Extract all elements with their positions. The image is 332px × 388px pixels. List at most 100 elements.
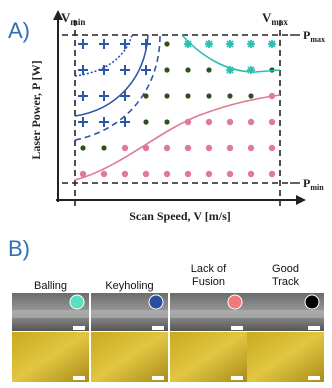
track [170,310,247,318]
v-max-label: Vmax [262,10,288,27]
pink-marker [268,118,276,126]
column-title: Lack of [191,263,227,275]
pink-marker [226,118,234,126]
p-max-label: Pmax [303,28,325,44]
track [91,310,168,318]
class-dot [304,294,320,310]
x-axis-label: Scan Speed, V [m/s] [129,209,231,223]
pink-marker [100,170,108,178]
column-title: Keyholing [105,280,153,292]
scale-bar [308,326,320,330]
symbol: V [262,10,272,25]
plus-marker [120,117,130,127]
keyhole-boundary-dashed [74,34,161,141]
column-title: Track [272,276,300,288]
subscript: min [310,183,324,192]
plus-marker [99,65,109,75]
column-title: Balling [34,280,67,292]
pink-marker [184,170,192,178]
plus-marker [99,39,109,49]
keyhole-boundary-dotted [74,34,133,77]
class-dot [227,294,243,310]
symbol: V [61,10,71,25]
plus-marker [99,117,109,127]
optical-image [170,332,247,382]
green-marker [164,93,170,99]
scale-bar [308,376,320,380]
star-marker [247,40,255,48]
pink-marker [79,170,87,178]
green-marker [143,119,149,125]
panel-label: A) [8,18,30,43]
pink-marker [163,144,171,152]
track [247,310,324,318]
optical-image [91,332,168,382]
pink-marker [268,170,276,178]
green-marker [143,93,149,99]
symbol: P [303,28,310,42]
symbol: P [303,176,310,190]
keyhole-boundary [74,34,149,117]
column-title: Good [272,263,299,275]
plus-marker [99,91,109,101]
panel-label: B) [8,236,30,261]
green-marker [185,67,191,73]
star-marker [226,40,234,48]
star-marker [184,40,192,48]
green-marker [185,93,191,99]
track [12,310,89,318]
star-marker [226,66,234,74]
scale-bar [152,326,164,330]
optical-image [247,332,324,382]
green-marker [227,93,233,99]
class-dot [148,294,164,310]
plus-marker [141,65,151,75]
pink-marker [163,170,171,178]
pink-marker [247,118,255,126]
x-arrow [296,195,306,205]
v-min-label: Vmin [61,10,85,27]
pink-marker [121,170,129,178]
scale-bar [73,376,85,380]
star-marker [205,40,213,48]
plus-marker [78,91,88,101]
star-marker [247,66,255,74]
plus-marker [78,117,88,127]
fusion-boundary [74,94,281,181]
pink-marker [121,144,129,152]
markers [78,39,276,178]
class-dot [69,294,85,310]
scale-bar [231,376,243,380]
green-marker [206,67,212,73]
subscript: max [271,17,288,27]
pink-marker [247,170,255,178]
pink-marker [226,170,234,178]
star-marker [268,40,276,48]
green-marker [164,41,170,47]
pink-marker [205,144,213,152]
pink-marker [226,144,234,152]
green-marker [101,145,107,151]
green-marker [164,119,170,125]
pink-marker [184,144,192,152]
optical-image [12,332,89,382]
pink-marker [142,170,150,178]
green-marker [80,145,86,151]
y-arrow [53,10,63,20]
balling-boundary [181,34,281,73]
scale-bar [73,326,85,330]
scale-bar [152,376,164,380]
subscript: min [70,17,85,27]
pink-marker [268,144,276,152]
green-marker [164,67,170,73]
plus-marker [120,65,130,75]
plus-marker [78,39,88,49]
subscript: max [310,35,325,44]
bounds [62,20,290,208]
pink-marker [247,144,255,152]
scale-bar [231,326,243,330]
pink-marker [205,170,213,178]
p-min-label: Pmin [303,176,324,192]
